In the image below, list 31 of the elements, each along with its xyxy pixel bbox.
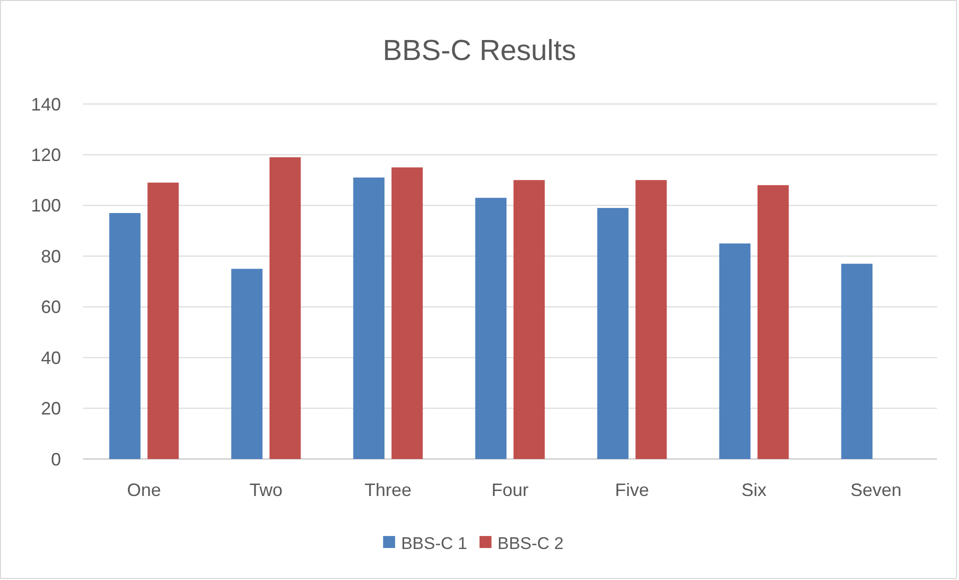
bar bbox=[353, 178, 384, 459]
x-tick-label: Four bbox=[491, 480, 529, 500]
bar bbox=[636, 180, 667, 459]
bar bbox=[758, 185, 789, 459]
bar bbox=[514, 180, 545, 459]
bar bbox=[148, 182, 179, 459]
bar bbox=[392, 167, 423, 459]
bar bbox=[597, 208, 628, 459]
y-tick-label: 20 bbox=[40, 398, 61, 419]
y-tick-label: 40 bbox=[40, 348, 61, 368]
bar bbox=[109, 213, 140, 459]
y-tick-label: 100 bbox=[30, 196, 61, 216]
bar bbox=[841, 264, 872, 459]
bar bbox=[719, 243, 750, 459]
x-tick-label: Two bbox=[249, 480, 283, 500]
chart-title: BBS-C Results bbox=[382, 35, 576, 67]
y-tick-label: 60 bbox=[40, 297, 61, 318]
x-tick-label: Three bbox=[364, 480, 412, 500]
legend-label: BBS-C 2 bbox=[498, 534, 564, 553]
legend-label: BBS-C 1 bbox=[401, 534, 468, 553]
y-tick-label: 120 bbox=[30, 145, 61, 166]
y-tick-label: 80 bbox=[40, 246, 61, 266]
y-tick-label: 0 bbox=[50, 449, 61, 470]
y-tick-label: 140 bbox=[30, 94, 61, 114]
x-tick-label: Six bbox=[741, 480, 767, 500]
x-tick-label: Seven bbox=[850, 480, 902, 500]
bar bbox=[270, 157, 301, 459]
x-tick-label: Five bbox=[614, 480, 650, 500]
bar bbox=[475, 198, 506, 459]
x-tick-label: One bbox=[126, 480, 162, 500]
bar bbox=[231, 268, 262, 459]
